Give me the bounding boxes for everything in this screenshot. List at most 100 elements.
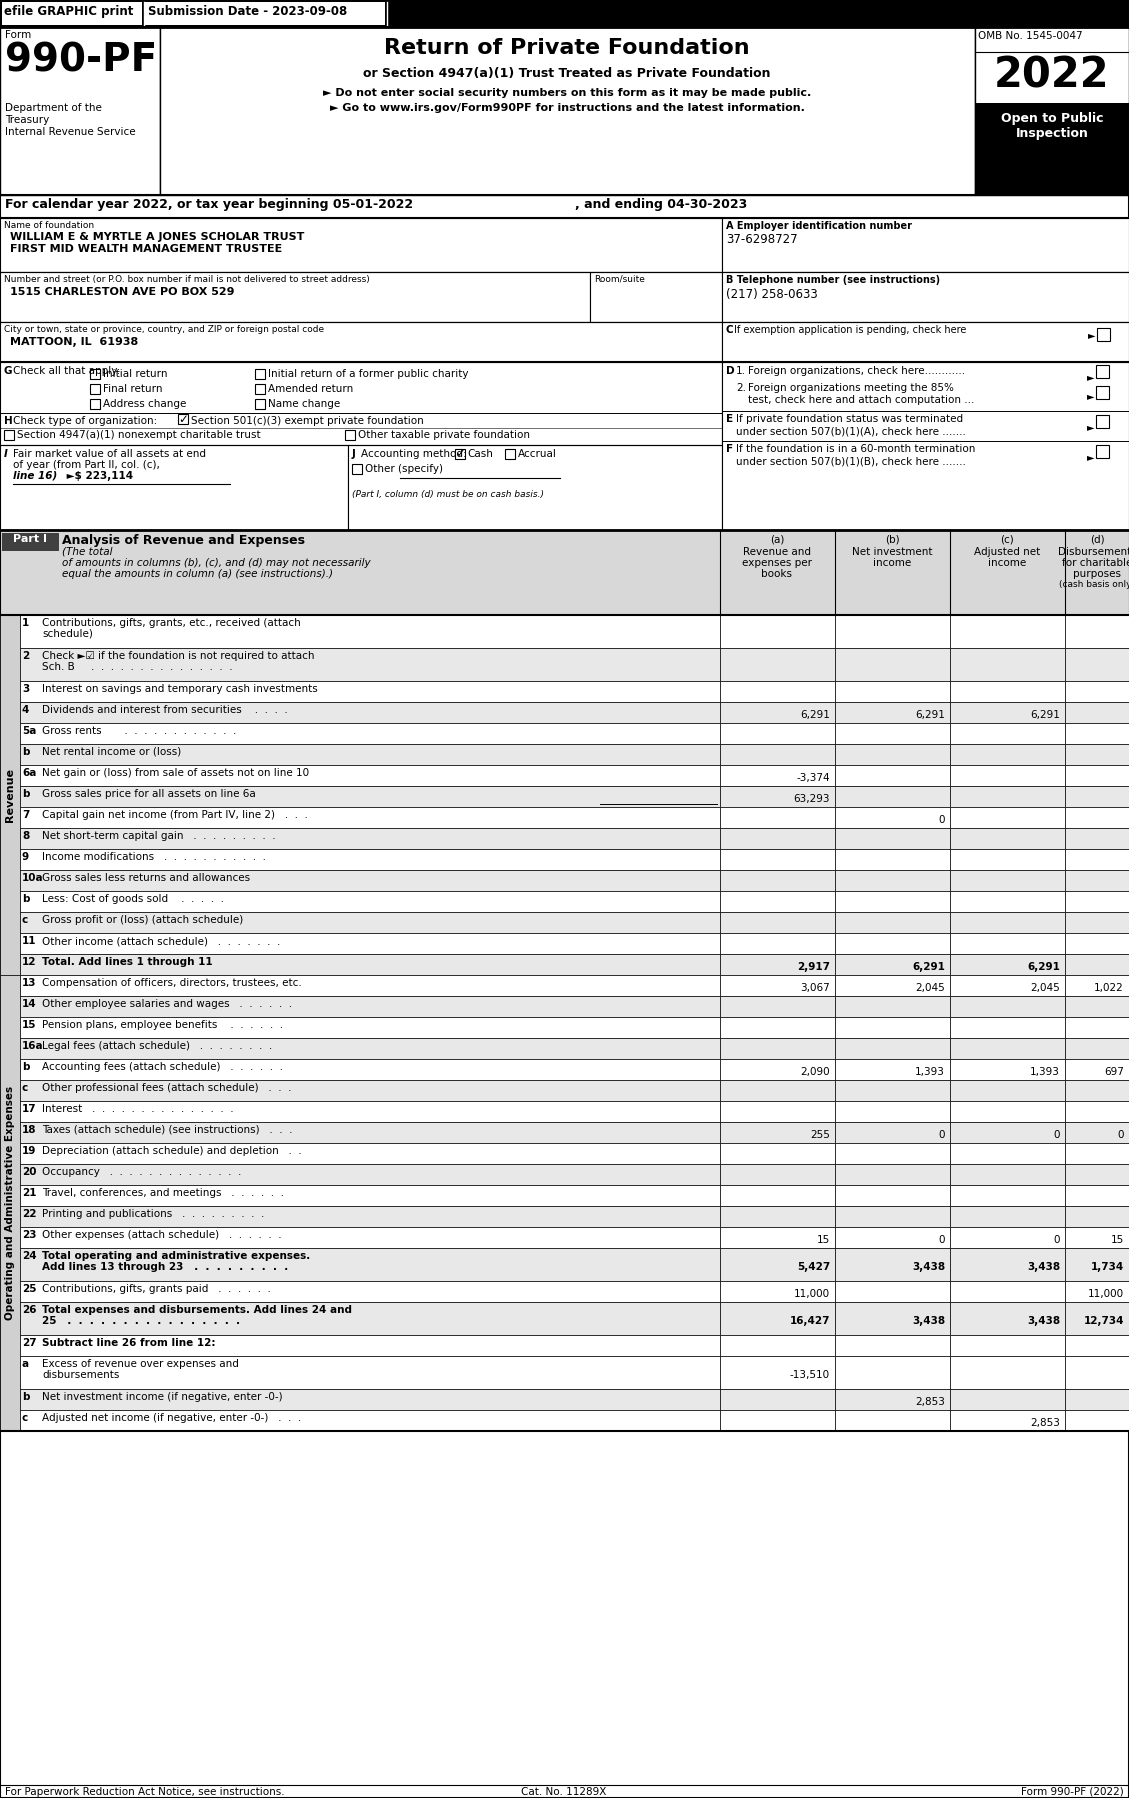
Text: Check ►☑ if the foundation is not required to attach: Check ►☑ if the foundation is not requir…: [42, 651, 315, 662]
Text: 3,438: 3,438: [912, 1262, 945, 1271]
Text: 2,090: 2,090: [800, 1066, 830, 1077]
Text: 2,045: 2,045: [1031, 984, 1060, 992]
Text: 8: 8: [21, 831, 29, 841]
Bar: [720, 723, 835, 744]
Bar: [720, 1100, 835, 1122]
Text: 10a: 10a: [21, 874, 44, 883]
Text: Internal Revenue Service: Internal Revenue Service: [5, 128, 135, 137]
Bar: [720, 1081, 835, 1100]
Bar: [949, 1280, 1065, 1302]
Text: 25: 25: [21, 1284, 36, 1295]
Text: b: b: [21, 746, 29, 757]
Text: Initial return: Initial return: [103, 369, 167, 379]
Text: 3,438: 3,438: [1027, 1316, 1060, 1325]
Bar: [720, 764, 835, 786]
Bar: [20, 1206, 720, 1226]
Text: 2.: 2.: [736, 383, 746, 394]
Bar: [720, 1356, 835, 1390]
Bar: [255, 399, 265, 408]
Bar: [835, 1018, 949, 1037]
Text: 255: 255: [811, 1129, 830, 1140]
Text: (cash basis only): (cash basis only): [1059, 581, 1129, 590]
Bar: [720, 1059, 835, 1081]
Text: Income modifications   .  .  .  .  .  .  .  .  .  .  .: Income modifications . . . . . . . . . .…: [42, 852, 266, 861]
Text: Form: Form: [5, 31, 32, 40]
Text: 1,022: 1,022: [1094, 984, 1124, 992]
Text: ✓: ✓: [455, 448, 465, 460]
Bar: [835, 1280, 949, 1302]
Bar: [20, 1144, 720, 1163]
Text: (a): (a): [770, 534, 785, 545]
Bar: [949, 892, 1065, 912]
Bar: [1096, 365, 1109, 378]
Bar: [1065, 1206, 1129, 1226]
Bar: [455, 450, 465, 458]
Text: 6,291: 6,291: [1030, 710, 1060, 719]
Bar: [720, 849, 835, 870]
Text: 6,291: 6,291: [912, 962, 945, 973]
Bar: [949, 955, 1065, 975]
Text: b: b: [21, 789, 29, 798]
Bar: [975, 27, 1129, 194]
Text: Other expenses (attach schedule)   .  .  .  .  .  .: Other expenses (attach schedule) . . . .…: [42, 1230, 281, 1241]
Text: 14: 14: [21, 1000, 36, 1009]
Text: for charitable: for charitable: [1061, 557, 1129, 568]
Bar: [835, 996, 949, 1018]
Text: Total expenses and disbursements. Add lines 24 and: Total expenses and disbursements. Add li…: [42, 1305, 352, 1314]
Text: Return of Private Foundation: Return of Private Foundation: [384, 38, 750, 58]
Text: 16a: 16a: [21, 1041, 44, 1052]
Bar: [949, 1122, 1065, 1144]
Text: or Section 4947(a)(1) Trust Treated as Private Foundation: or Section 4947(a)(1) Trust Treated as P…: [364, 67, 771, 79]
Bar: [20, 744, 720, 764]
Bar: [20, 786, 720, 807]
Text: Inspection: Inspection: [1016, 128, 1088, 140]
Bar: [1065, 1081, 1129, 1100]
Text: 9: 9: [21, 852, 29, 861]
Bar: [1065, 996, 1129, 1018]
Bar: [720, 870, 835, 892]
Bar: [949, 996, 1065, 1018]
Bar: [720, 681, 835, 701]
Bar: [20, 1081, 720, 1100]
Bar: [348, 444, 723, 530]
Text: Contributions, gifts, grants paid   .  .  .  .  .  .: Contributions, gifts, grants paid . . . …: [42, 1284, 271, 1295]
Bar: [20, 647, 720, 681]
Text: Total. Add lines 1 through 11: Total. Add lines 1 through 11: [42, 957, 317, 967]
Bar: [1065, 681, 1129, 701]
Text: Final return: Final return: [103, 385, 163, 394]
Text: 1,734: 1,734: [1091, 1262, 1124, 1271]
Text: A Employer identification number: A Employer identification number: [726, 221, 912, 230]
Text: J: J: [352, 450, 356, 458]
Bar: [20, 955, 720, 975]
Bar: [1065, 764, 1129, 786]
Bar: [20, 1356, 720, 1390]
Bar: [1065, 1144, 1129, 1163]
Bar: [835, 849, 949, 870]
Text: Net gain or (loss) from sale of assets not on line 10: Net gain or (loss) from sale of assets n…: [42, 768, 309, 779]
Bar: [720, 1410, 835, 1431]
Text: 27: 27: [21, 1338, 36, 1348]
Bar: [835, 744, 949, 764]
Text: Room/suite: Room/suite: [594, 275, 645, 284]
Text: 6a: 6a: [21, 768, 36, 779]
Text: Analysis of Revenue and Expenses: Analysis of Revenue and Expenses: [62, 534, 305, 547]
Bar: [255, 369, 265, 379]
Bar: [1065, 1280, 1129, 1302]
Text: b: b: [21, 1392, 29, 1402]
Text: 5a: 5a: [21, 726, 36, 735]
Bar: [1065, 723, 1129, 744]
Text: Compensation of officers, directors, trustees, etc.: Compensation of officers, directors, tru…: [42, 978, 301, 987]
Bar: [20, 996, 720, 1018]
Text: 11: 11: [21, 937, 36, 946]
Text: a: a: [21, 1359, 29, 1368]
Text: 3,438: 3,438: [912, 1316, 945, 1325]
Text: Part I: Part I: [14, 534, 47, 545]
Text: 16,427: 16,427: [789, 1316, 830, 1325]
Bar: [20, 1410, 720, 1431]
Bar: [1096, 387, 1109, 399]
Bar: [720, 701, 835, 723]
Text: 697: 697: [1104, 1066, 1124, 1077]
Text: 6,291: 6,291: [916, 710, 945, 719]
Bar: [720, 615, 835, 647]
Text: ✓: ✓: [178, 412, 187, 426]
